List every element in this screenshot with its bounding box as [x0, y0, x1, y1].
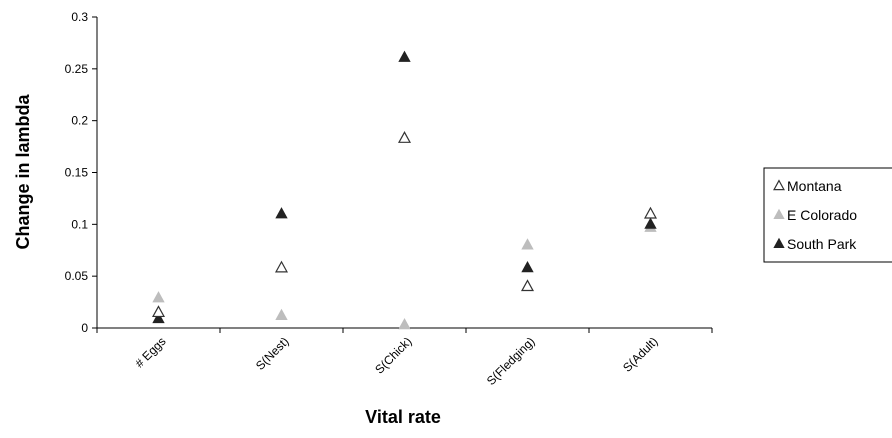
y-tick-label: 0: [81, 321, 88, 335]
legend-label-south-park: South Park: [787, 236, 857, 252]
y-tick-label: 0.3: [71, 10, 88, 24]
axes-layer: [96, 17, 712, 329]
y-tick-label: 0.05: [65, 269, 89, 283]
legend-box: [763, 167, 892, 263]
x-tick-label: # Eggs: [132, 334, 168, 370]
legend-label-montana: Montana: [787, 178, 842, 194]
point-south-park: [644, 217, 657, 229]
legend: Montana E Colorado South Park: [763, 167, 892, 263]
x-ticks: # Eggs S(Nest) S(Chick) S(Fledging) S(Adult): [96, 328, 713, 388]
x-axis-title: Vital rate: [365, 407, 441, 427]
point-south-park: [521, 261, 534, 273]
y-tick-label: 0.15: [65, 166, 89, 180]
point-e-colorado: [152, 291, 165, 303]
point-montana: [643, 206, 658, 219]
point-montana: [397, 131, 412, 143]
y-ticks: 0 0.05 0.1 0.15 0.2 0.25 0.3: [65, 10, 97, 335]
legend-label-e-colorado: E Colorado: [787, 207, 857, 223]
x-tick-label: S(Chick): [372, 334, 414, 376]
point-south-park: [275, 207, 288, 219]
x-tick-label: S(Adult): [620, 334, 661, 375]
x-tick-label: S(Nest): [253, 334, 292, 373]
point-montana: [520, 279, 535, 292]
point-montana: [274, 260, 289, 273]
legend-marker-south-park: [773, 237, 785, 249]
point-south-park: [152, 311, 165, 324]
y-tick-label: 0.2: [71, 114, 88, 128]
data-points: [151, 50, 658, 330]
y-tick-label: 0.1: [71, 217, 88, 231]
point-e-colorado: [398, 318, 411, 330]
legend-marker-montana: [773, 179, 785, 191]
y-tick-label: 0.25: [65, 62, 89, 76]
point-e-colorado: [521, 238, 534, 250]
point-montana: [151, 305, 166, 318]
point-south-park: [398, 50, 411, 62]
point-e-colorado: [275, 308, 288, 320]
y-axis-title: Change in lambda: [13, 94, 33, 250]
legend-marker-e-colorado: [773, 208, 785, 220]
x-tick-label: S(Fledging): [484, 334, 538, 388]
legend-items: Montana E Colorado South Park: [773, 178, 857, 252]
